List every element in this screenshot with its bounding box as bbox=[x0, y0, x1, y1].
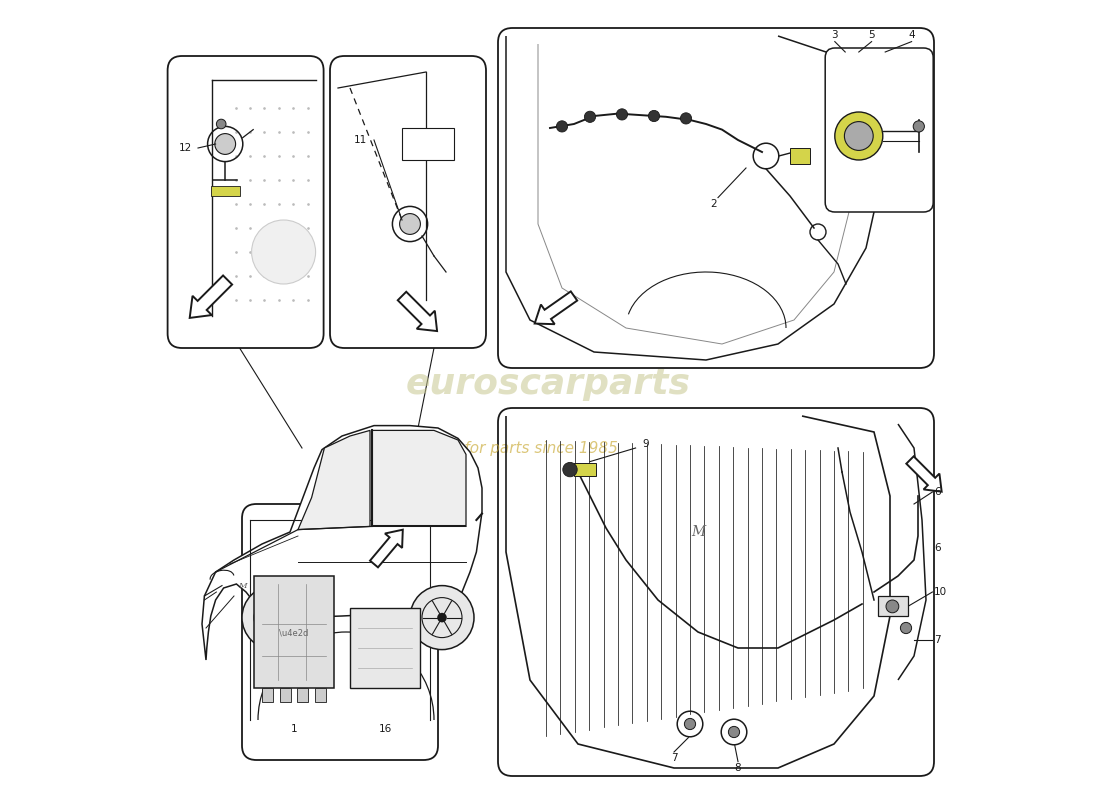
Circle shape bbox=[648, 110, 660, 122]
Text: a parts for parts since 1985: a parts for parts since 1985 bbox=[406, 441, 618, 455]
Text: 8: 8 bbox=[735, 763, 741, 773]
Text: 7: 7 bbox=[934, 635, 940, 645]
Text: M: M bbox=[691, 525, 705, 539]
Circle shape bbox=[563, 462, 578, 477]
Circle shape bbox=[681, 113, 692, 124]
Circle shape bbox=[214, 134, 235, 154]
Text: 7: 7 bbox=[671, 754, 678, 763]
FancyBboxPatch shape bbox=[825, 48, 933, 212]
Polygon shape bbox=[535, 291, 578, 324]
Text: 11: 11 bbox=[354, 135, 367, 145]
Text: 1: 1 bbox=[290, 724, 297, 734]
Bar bbox=[297, 688, 308, 702]
Polygon shape bbox=[398, 292, 437, 331]
Circle shape bbox=[835, 112, 883, 160]
Circle shape bbox=[410, 586, 474, 650]
Circle shape bbox=[557, 121, 568, 132]
Text: 4: 4 bbox=[909, 30, 915, 41]
Text: 10: 10 bbox=[934, 587, 947, 597]
FancyBboxPatch shape bbox=[211, 186, 240, 196]
Circle shape bbox=[584, 111, 595, 122]
Text: 6: 6 bbox=[934, 543, 940, 553]
Bar bbox=[254, 576, 334, 688]
Bar bbox=[402, 128, 454, 160]
Bar bbox=[790, 148, 810, 164]
Text: 9: 9 bbox=[642, 439, 649, 449]
Circle shape bbox=[242, 586, 306, 650]
Text: 5: 5 bbox=[868, 30, 875, 41]
FancyBboxPatch shape bbox=[167, 56, 323, 348]
Circle shape bbox=[728, 726, 739, 738]
Polygon shape bbox=[202, 426, 482, 660]
Polygon shape bbox=[370, 530, 403, 567]
Text: 6: 6 bbox=[934, 487, 940, 497]
Circle shape bbox=[270, 613, 278, 622]
Circle shape bbox=[845, 122, 873, 150]
Bar bbox=[574, 463, 596, 476]
Bar bbox=[279, 688, 290, 702]
Circle shape bbox=[437, 613, 447, 622]
Circle shape bbox=[913, 121, 924, 132]
Circle shape bbox=[217, 119, 226, 129]
Circle shape bbox=[684, 718, 695, 730]
Text: 16: 16 bbox=[378, 724, 392, 734]
Text: \u4e2d: \u4e2d bbox=[279, 629, 309, 638]
Text: euroscarparts: euroscarparts bbox=[406, 367, 691, 401]
Text: 12: 12 bbox=[178, 143, 191, 153]
Bar bbox=[262, 688, 273, 702]
Text: M: M bbox=[238, 582, 246, 590]
Circle shape bbox=[886, 600, 899, 613]
FancyBboxPatch shape bbox=[242, 504, 438, 760]
FancyBboxPatch shape bbox=[498, 28, 934, 368]
Polygon shape bbox=[373, 430, 466, 526]
Bar bbox=[878, 596, 909, 616]
Circle shape bbox=[901, 622, 912, 634]
Polygon shape bbox=[189, 275, 232, 318]
Circle shape bbox=[616, 109, 628, 120]
Text: 3: 3 bbox=[832, 30, 838, 41]
Text: 2: 2 bbox=[711, 199, 717, 209]
Bar bbox=[315, 688, 326, 702]
Polygon shape bbox=[298, 430, 370, 530]
Polygon shape bbox=[906, 456, 942, 492]
Circle shape bbox=[252, 220, 316, 284]
Bar bbox=[350, 608, 420, 688]
FancyBboxPatch shape bbox=[330, 56, 486, 348]
FancyBboxPatch shape bbox=[498, 408, 934, 776]
Circle shape bbox=[399, 214, 420, 234]
